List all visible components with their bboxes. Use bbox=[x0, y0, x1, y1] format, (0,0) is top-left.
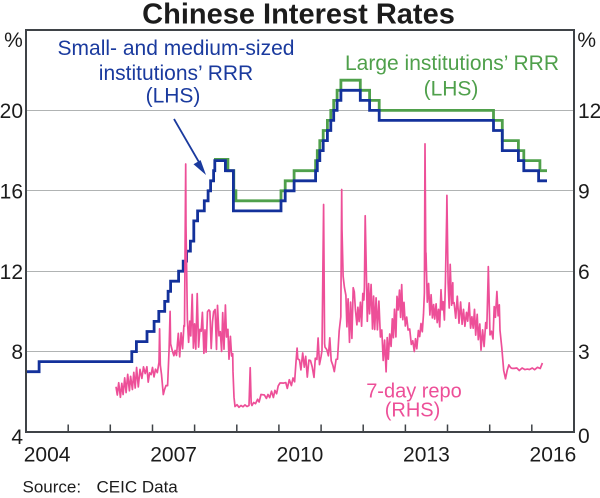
svg-text:institutions’ RRR: institutions’ RRR bbox=[99, 62, 253, 85]
svg-text:CEIC Data: CEIC Data bbox=[97, 477, 179, 493]
svg-text:3: 3 bbox=[578, 341, 590, 364]
svg-text:Source:: Source: bbox=[23, 477, 82, 493]
svg-text:2010: 2010 bbox=[277, 444, 324, 467]
svg-text:2016: 2016 bbox=[530, 444, 577, 467]
svg-text:%: % bbox=[4, 29, 23, 52]
svg-text:(RHS): (RHS) bbox=[385, 400, 441, 422]
svg-text:0: 0 bbox=[578, 425, 590, 448]
svg-text:(LHS): (LHS) bbox=[424, 78, 479, 101]
svg-text:8: 8 bbox=[11, 341, 23, 364]
svg-text:12: 12 bbox=[578, 100, 600, 123]
svg-text:Chinese Interest Rates: Chinese Interest Rates bbox=[142, 0, 455, 31]
svg-text:20: 20 bbox=[0, 100, 23, 123]
svg-text:Small- and medium-sized: Small- and medium-sized bbox=[58, 37, 295, 60]
svg-text:9: 9 bbox=[578, 180, 590, 203]
svg-text:2013: 2013 bbox=[403, 444, 450, 467]
svg-text:Large institutions’ RRR: Large institutions’ RRR bbox=[345, 52, 559, 75]
svg-text:16: 16 bbox=[0, 180, 23, 203]
svg-text:6: 6 bbox=[578, 261, 590, 284]
svg-text:%: % bbox=[577, 29, 596, 52]
svg-text:2004: 2004 bbox=[24, 444, 71, 467]
svg-text:2007: 2007 bbox=[150, 444, 197, 467]
svg-text:7-day repo: 7-day repo bbox=[366, 381, 462, 403]
svg-text:(LHS): (LHS) bbox=[146, 85, 201, 108]
svg-text:4: 4 bbox=[11, 426, 23, 449]
svg-text:12: 12 bbox=[0, 261, 23, 284]
